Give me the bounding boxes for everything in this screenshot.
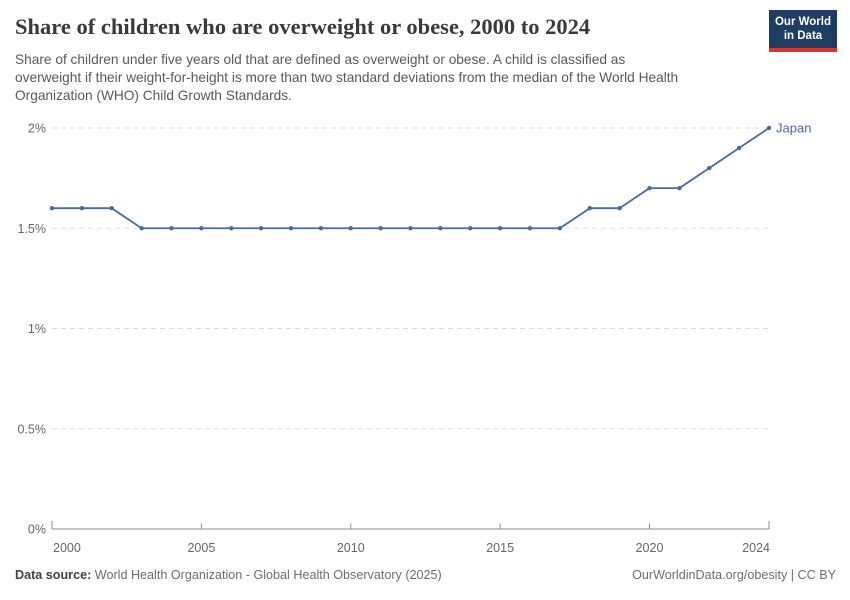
y-axis-tick-label: 1.5% xyxy=(18,222,47,236)
y-axis-tick-label: 1% xyxy=(28,322,46,336)
y-axis-tick-label: 0% xyxy=(28,523,46,537)
data-point[interactable] xyxy=(408,226,413,231)
data-point[interactable] xyxy=(199,226,204,231)
data-point[interactable] xyxy=(527,226,533,231)
data-point[interactable] xyxy=(169,226,174,231)
series-line xyxy=(52,127,770,230)
subtitle-line: overweight if their weight-for-height is… xyxy=(15,69,679,85)
data-point[interactable] xyxy=(229,226,234,231)
x-axis-tick-label: 2024 xyxy=(742,541,770,555)
data-point[interactable] xyxy=(497,226,503,231)
data-point[interactable] xyxy=(378,226,383,231)
x-axis-tick-label: 2015 xyxy=(486,541,514,555)
subtitle-line: Share of children under five years old t… xyxy=(15,52,626,67)
data-point[interactable] xyxy=(288,226,294,231)
subtitle-line: Organization (WHO) Child Growth Standard… xyxy=(15,87,292,103)
chart-footer: Data source: World Health Organization -… xyxy=(15,568,836,582)
attribution-link[interactable]: OurWorldinData.org/obesity | CC BY xyxy=(632,568,836,582)
x-axis-tick-label: 2010 xyxy=(337,541,365,555)
series-label: Japan xyxy=(776,121,811,136)
x-axis-tick-label: 2020 xyxy=(636,541,664,555)
data-point[interactable] xyxy=(258,226,264,231)
data-point[interactable] xyxy=(557,226,563,231)
data-point[interactable] xyxy=(677,185,682,191)
y-axis-tick-label: 0.5% xyxy=(18,422,47,436)
data-source-value: World Health Organization - Global Healt… xyxy=(94,568,442,582)
x-axis-tick-label: 2005 xyxy=(187,541,215,555)
data-point[interactable] xyxy=(79,206,85,211)
y-axis-tick-label: 2% xyxy=(28,122,46,136)
chart-title: Share of children who are overweight or … xyxy=(15,14,591,39)
data-point[interactable] xyxy=(617,206,622,211)
data-source-label: Data source: xyxy=(15,568,92,582)
data-point[interactable] xyxy=(49,206,55,211)
data-point[interactable] xyxy=(766,125,772,131)
data-point[interactable] xyxy=(348,226,353,231)
data-point[interactable] xyxy=(438,226,443,231)
data-point[interactable] xyxy=(587,206,592,211)
data-source: Data source: World Health Organization -… xyxy=(15,568,442,582)
data-point[interactable] xyxy=(139,226,144,231)
logo-line-1: Our World xyxy=(774,15,831,28)
x-axis-tick-label: 2000 xyxy=(53,541,81,555)
data-point[interactable] xyxy=(468,226,473,231)
logo-line-2: in Data xyxy=(783,30,823,42)
data-point[interactable] xyxy=(109,206,114,211)
data-point[interactable] xyxy=(318,226,324,231)
chart-subtitle: Share of children under five years old t… xyxy=(15,51,785,105)
data-point[interactable] xyxy=(707,165,712,171)
data-point[interactable] xyxy=(736,145,742,151)
data-point[interactable] xyxy=(647,185,652,191)
owid-logo: Our World in Data xyxy=(769,10,837,52)
chart-canvas[interactable]: 0% 0.5% 1% 1.5% 2% 2000 2005 2010 2015 2020 2024 Ja… xyxy=(0,110,850,565)
